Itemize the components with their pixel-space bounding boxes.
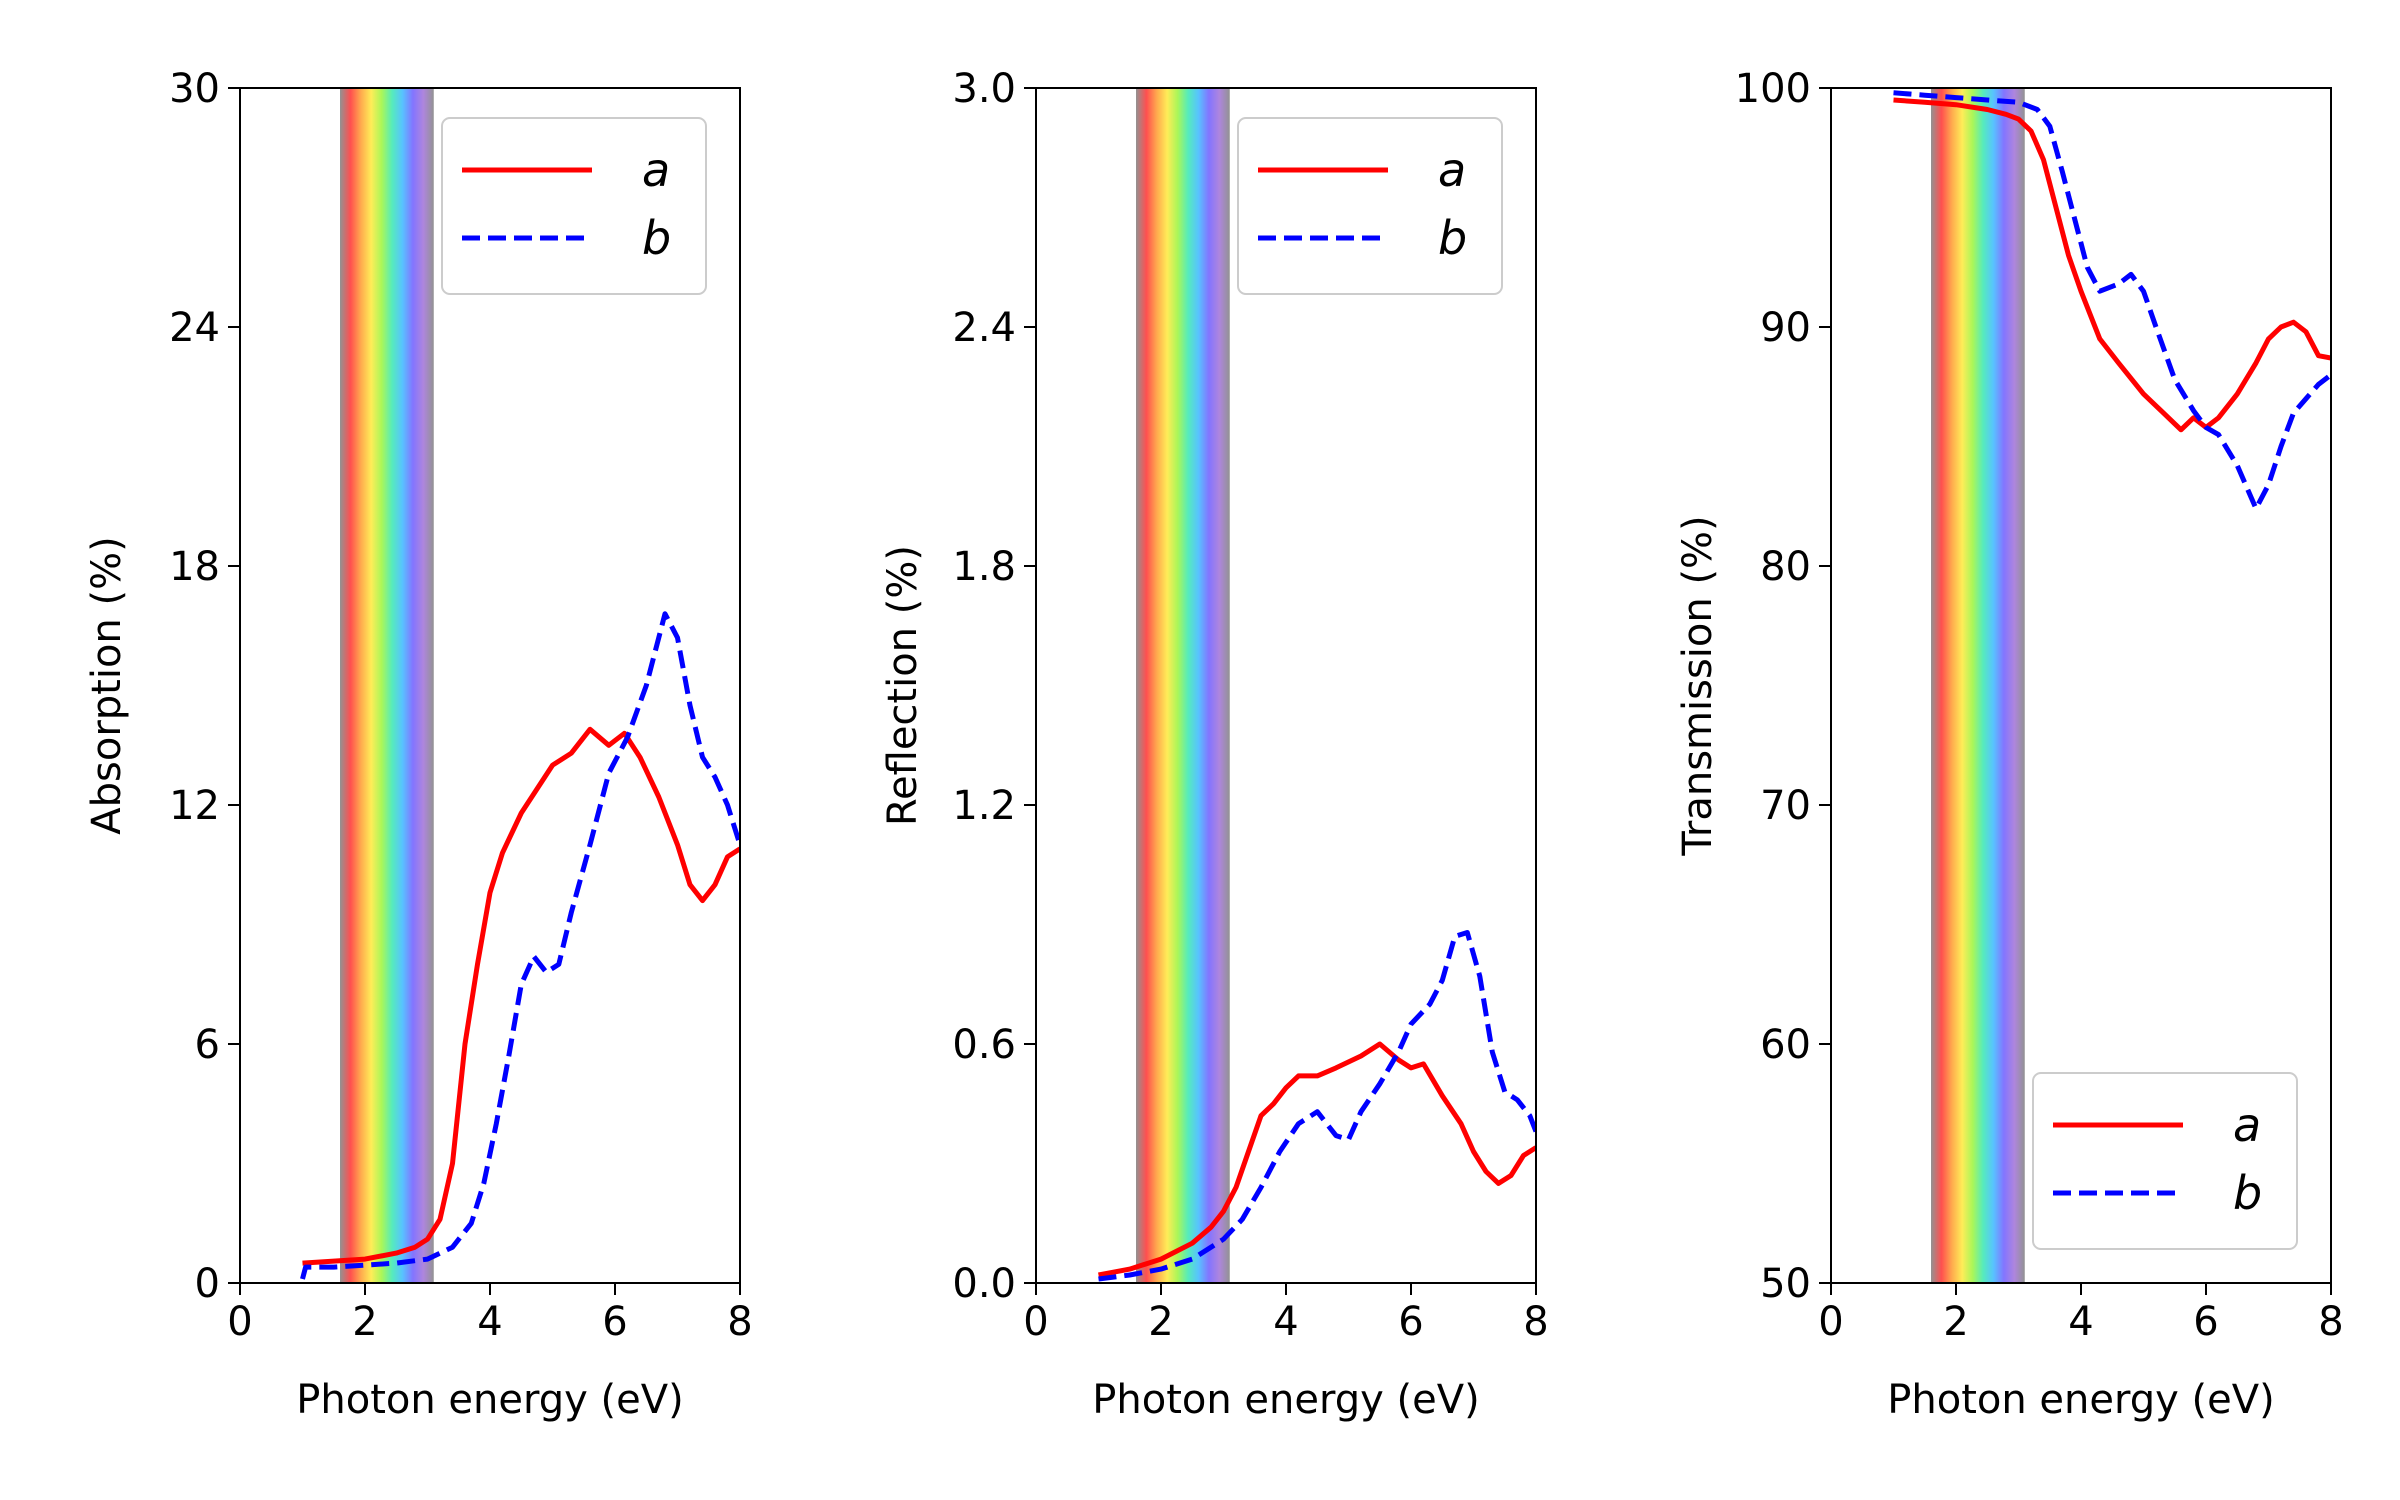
panel-2: 0 2 4 6 8 0.0 0.6 1.2 1.8 2.4 3.0 Photon energy (eV… [880,66,1549,1423]
series-line-b [300,611,740,1280]
visible-spectrum-band [340,88,434,1283]
x-tick-label: 2 [352,1299,377,1345]
y-tick-label: 18 [169,544,220,590]
series-line-a [1098,1041,1536,1278]
y-tick-label: 1.8 [952,544,1016,590]
y-axis-label: Absorption (%) [84,536,130,834]
x-axis-label: Photon energy (eV) [296,1377,683,1423]
x-tick-label: 6 [602,1299,627,1345]
visible-spectrum-band [1931,88,2025,1283]
visible-spectrum-band [1136,88,1230,1283]
legend-label-a: a [2233,1098,2261,1152]
y-axis-label: Reflection (%) [880,545,926,826]
y-tick-label: 12 [169,783,220,829]
x-tick-label: 4 [1273,1299,1298,1345]
series-line-a [1893,97,2331,433]
x-tick-label: 4 [477,1299,502,1345]
y-tick-label: 60 [1760,1022,1811,1068]
legend-label-b: b [1438,211,1467,265]
x-tick-label: 8 [1523,1299,1548,1345]
legend-box [2032,1072,2298,1250]
x-tick-label: 8 [2318,1299,2343,1345]
legend-label-a: a [642,143,670,197]
series-line-b [1098,930,1536,1282]
y-tick-label: 50 [1760,1261,1811,1307]
y-tick-label: 30 [169,66,220,112]
series-line-b [1893,90,2331,512]
x-tick-label: 0 [1818,1299,1843,1345]
legend: ab [441,117,707,295]
y-tick-label: 3.0 [952,66,1016,112]
y-tick-label: 6 [195,1022,220,1068]
x-axis-label: Photon energy (eV) [1887,1377,2274,1423]
legend-box [1237,117,1503,295]
y-tick-label: 90 [1760,305,1811,351]
x-tick-label: 0 [227,1299,252,1345]
legend-label-b: b [2233,1166,2262,1220]
y-tick-label: 0 [195,1261,220,1307]
x-tick-label: 4 [2068,1299,2093,1345]
y-tick-label: 1.2 [952,783,1016,829]
y-tick-label: 100 [1735,66,1811,112]
legend: ab [2032,1072,2298,1250]
x-tick-label: 8 [727,1299,752,1345]
legend: ab [1237,117,1503,295]
y-axis-label: Transmission (%) [1675,515,1721,856]
x-tick-label: 2 [1943,1299,1968,1345]
y-tick-label: 24 [169,305,220,351]
y-tick-label: 0.6 [952,1022,1016,1068]
y-tick-label: 70 [1760,783,1811,829]
y-tick-label: 2.4 [952,305,1016,351]
x-axis-label: Photon energy (eV) [1092,1377,1479,1423]
legend-label-b: b [642,211,671,265]
legend-box [441,117,707,295]
series-line-a [302,726,740,1266]
x-tick-label: 6 [2193,1299,2218,1345]
panel-3: 0 2 4 6 8 50 60 70 80 90 100 Photon energy (eV) Tran… [1675,66,2344,1423]
legend-label-a: a [1438,143,1466,197]
y-tick-label: 80 [1760,544,1811,590]
y-tick-label: 0.0 [952,1261,1016,1307]
x-tick-label: 0 [1023,1299,1048,1345]
x-tick-label: 2 [1148,1299,1173,1345]
x-tick-label: 6 [1398,1299,1423,1345]
